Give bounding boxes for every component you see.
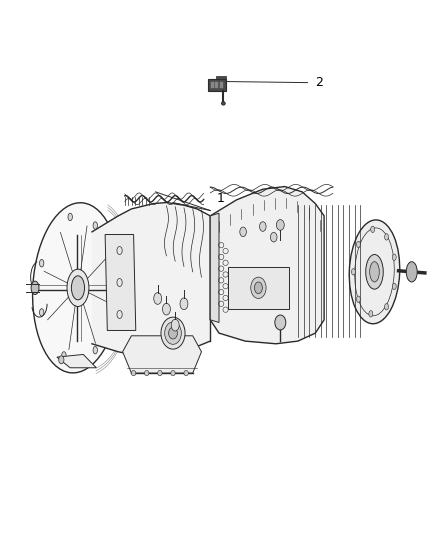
Ellipse shape <box>371 226 374 232</box>
Ellipse shape <box>349 220 400 324</box>
Ellipse shape <box>385 304 389 310</box>
Text: 1: 1 <box>217 192 225 205</box>
Ellipse shape <box>39 309 44 316</box>
Ellipse shape <box>154 293 162 304</box>
Ellipse shape <box>370 262 379 282</box>
Ellipse shape <box>222 102 225 105</box>
Ellipse shape <box>270 232 277 242</box>
Ellipse shape <box>145 370 149 376</box>
Ellipse shape <box>93 346 97 354</box>
Ellipse shape <box>93 222 97 229</box>
Ellipse shape <box>180 298 188 310</box>
Ellipse shape <box>357 241 360 248</box>
Ellipse shape <box>351 269 355 275</box>
Polygon shape <box>228 266 289 309</box>
Ellipse shape <box>162 303 170 315</box>
Ellipse shape <box>369 311 373 317</box>
FancyBboxPatch shape <box>220 82 223 88</box>
Ellipse shape <box>131 370 136 376</box>
Text: 2: 2 <box>315 76 323 89</box>
Ellipse shape <box>161 317 185 349</box>
Ellipse shape <box>275 315 286 330</box>
Ellipse shape <box>276 220 284 230</box>
Polygon shape <box>105 235 136 330</box>
Ellipse shape <box>110 309 114 316</box>
Ellipse shape <box>39 260 44 267</box>
Ellipse shape <box>392 254 396 261</box>
Polygon shape <box>210 187 324 344</box>
Polygon shape <box>123 336 201 373</box>
Ellipse shape <box>406 262 417 282</box>
Ellipse shape <box>357 296 360 302</box>
Ellipse shape <box>254 282 262 294</box>
Polygon shape <box>92 203 210 357</box>
Ellipse shape <box>71 276 85 300</box>
Ellipse shape <box>240 227 246 237</box>
Ellipse shape <box>366 255 383 289</box>
Ellipse shape <box>392 283 396 289</box>
FancyBboxPatch shape <box>216 76 226 79</box>
Ellipse shape <box>59 356 64 364</box>
Ellipse shape <box>169 327 177 339</box>
Polygon shape <box>210 213 219 322</box>
Ellipse shape <box>32 203 121 373</box>
Ellipse shape <box>110 260 114 267</box>
Polygon shape <box>57 354 96 368</box>
FancyBboxPatch shape <box>208 79 226 91</box>
FancyBboxPatch shape <box>211 82 214 88</box>
Ellipse shape <box>67 269 89 306</box>
Ellipse shape <box>171 319 179 331</box>
Ellipse shape <box>165 322 181 344</box>
Ellipse shape <box>184 370 188 376</box>
Ellipse shape <box>171 370 175 376</box>
Ellipse shape <box>62 352 66 359</box>
FancyBboxPatch shape <box>215 82 218 88</box>
Ellipse shape <box>31 281 39 294</box>
Ellipse shape <box>158 370 162 376</box>
Ellipse shape <box>68 213 72 221</box>
Ellipse shape <box>385 233 389 240</box>
Ellipse shape <box>251 277 266 298</box>
Ellipse shape <box>259 222 266 231</box>
